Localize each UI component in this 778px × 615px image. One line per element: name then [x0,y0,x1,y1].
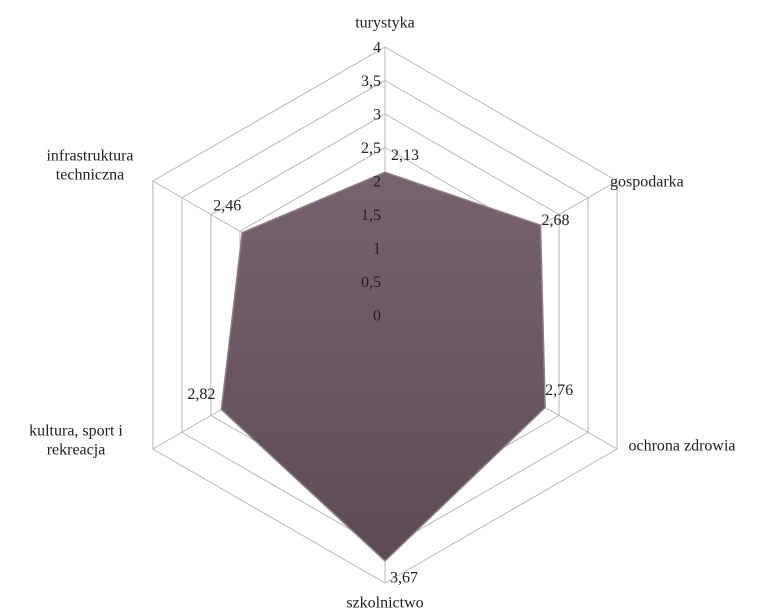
category-label: ochrona zdrowia [628,438,735,455]
data-label: 2,82 [187,386,215,403]
axis-tick-label: 2,5 [361,140,381,157]
category-label: gospodarka [610,174,684,191]
category-label: turystyka [355,15,415,32]
data-label: 2,13 [391,147,419,164]
axis-tick-label: 3,5 [361,73,381,90]
data-label: 2,76 [545,382,573,399]
axis-tick-label: 1 [373,241,381,258]
category-label: kultura, sport i rekreacja [29,422,123,458]
axis-tick-label: 0,5 [361,274,381,291]
axis-tick-label: 3 [373,107,381,124]
axis-tick-label: 2 [373,174,381,191]
axis-tick-label: 1,5 [361,207,381,224]
data-label: 2,68 [542,212,570,229]
category-label: szkolnictwo [346,595,423,612]
axis-tick-label: 0 [373,308,381,325]
axis-tick-label: 4 [373,40,381,57]
radar-area [220,171,546,562]
category-label: infrastruktura techniczna [46,147,133,183]
data-label: 3,67 [390,570,418,587]
data-label: 2,46 [213,197,241,214]
